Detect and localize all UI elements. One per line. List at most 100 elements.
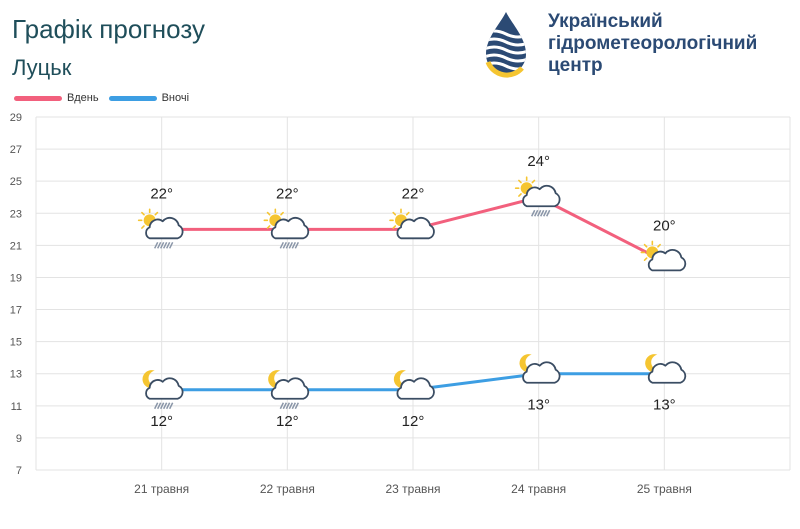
rain-drop [282,402,288,410]
x-tick-label: 23 травня [385,482,440,496]
legend-label-night: Вночі [161,92,190,104]
rain-drop [153,402,159,410]
sun-ray [392,211,397,216]
cloud-icon [145,377,184,400]
rain-drop [294,241,300,249]
y-tick-label: 27 [10,144,22,156]
rain-drop [279,241,285,249]
moon-cloud-icon [645,354,687,384]
moon-icon [268,370,284,389]
legend-item-day[interactable]: Вдень [14,92,99,104]
sun-ray [405,211,410,216]
y-tick-label: 25 [10,176,22,188]
rain-drop [294,402,300,410]
cloud-icon [522,184,561,208]
legend-item-night[interactable]: Вночі [108,92,190,104]
sun-ray [643,257,648,261]
rain-drop [168,402,174,410]
y-tick-label: 9 [16,433,22,445]
rain-drop [533,209,539,217]
org-name-line1: Український [548,11,663,32]
water-drop-logo-icon [485,12,526,78]
rain-drop [162,402,168,410]
sun-ray [392,225,397,229]
sun-ray [531,179,536,184]
legend-swatch-day [14,95,62,101]
rain-icon [530,209,551,217]
rain-drop [530,209,536,217]
cloud-icon [396,377,435,400]
sun-cloud-rain-icon [137,208,184,249]
rain-drop [153,241,159,249]
rain-drop [285,241,291,249]
y-tick-label: 13 [10,369,22,381]
x-tick-label: 24 травня [511,482,566,496]
rain-drop [162,241,168,249]
rain-drop [156,241,162,249]
y-tick-label: 19 [10,272,22,284]
cloud-icon [270,216,310,240]
cloud-icon [647,361,687,384]
rain-drop [291,241,297,249]
night-temp-label: 12° [150,413,173,430]
moon-cloud-rain-icon [268,370,310,410]
day-temp-label: 22° [402,185,425,202]
moon-icon [393,370,409,389]
sun-cloud-icon [389,208,435,240]
moon-icon [645,354,661,373]
rain-drop [279,402,285,410]
legend-label-day: Вдень [67,92,99,104]
night-temp-label: 12° [402,413,425,430]
chart-legend: Вдень Вночі [14,92,199,104]
cloud-icon [522,361,561,384]
sun-ray [280,211,284,216]
x-tick-label: 21 травня [134,482,189,496]
rain-drop [545,209,551,217]
cloud-icon [396,216,435,240]
org-name-line2: гідрометеорологічний [548,33,758,54]
y-tick-label: 21 [10,240,22,252]
cloud-icon [647,249,687,272]
rain-drop [168,241,174,249]
day-temp-label: 20° [653,217,676,234]
y-tick-label: 23 [10,208,22,220]
night-temp-label: 12° [276,413,299,430]
moon-icon [519,354,535,373]
y-tick-label: 17 [10,305,22,317]
rain-icon [153,241,174,249]
moon-cloud-rain-icon [142,370,184,410]
sun-ray [266,225,271,229]
sun-ray [141,211,145,216]
page-title: Графік прогнозу [12,14,205,44]
rain-drop [159,402,165,410]
rain-drop [288,402,294,410]
rain-drop [156,402,162,410]
y-tick-label: 29 [10,112,22,124]
sun-cloud-icon [640,240,687,272]
y-tick-label: 15 [10,337,22,349]
x-tick-label: 25 травня [637,482,692,496]
sun-ray [141,225,145,229]
sun-ray [266,211,271,216]
night-temp-label: 13° [653,397,676,414]
y-tick-label: 7 [16,465,22,477]
rain-icon [153,402,174,410]
rain-drop [165,241,171,249]
cloud-icon [270,377,310,400]
moon-cloud-icon [393,370,435,400]
rain-drop [165,402,171,410]
y-tick-label: 11 [11,401,22,413]
day-temp-label: 22° [276,185,299,202]
org-name: Український гідрометеорологічний центр [548,11,757,77]
day-temp-label: 22° [150,185,173,202]
rain-drop [282,241,288,249]
sun-ray [518,193,522,197]
sun-ray [657,243,661,248]
sun-cloud-rain-icon [263,208,310,249]
sun-cloud-rain-icon [514,176,561,217]
moon-cloud-icon [519,354,561,384]
legend-swatch-night [108,95,157,101]
sun-ray [154,211,159,216]
